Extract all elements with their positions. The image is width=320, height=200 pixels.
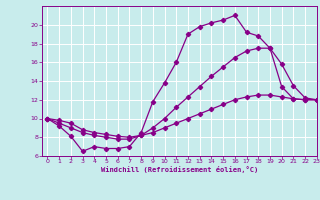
X-axis label: Windchill (Refroidissement éolien,°C): Windchill (Refroidissement éolien,°C) [100, 166, 258, 173]
